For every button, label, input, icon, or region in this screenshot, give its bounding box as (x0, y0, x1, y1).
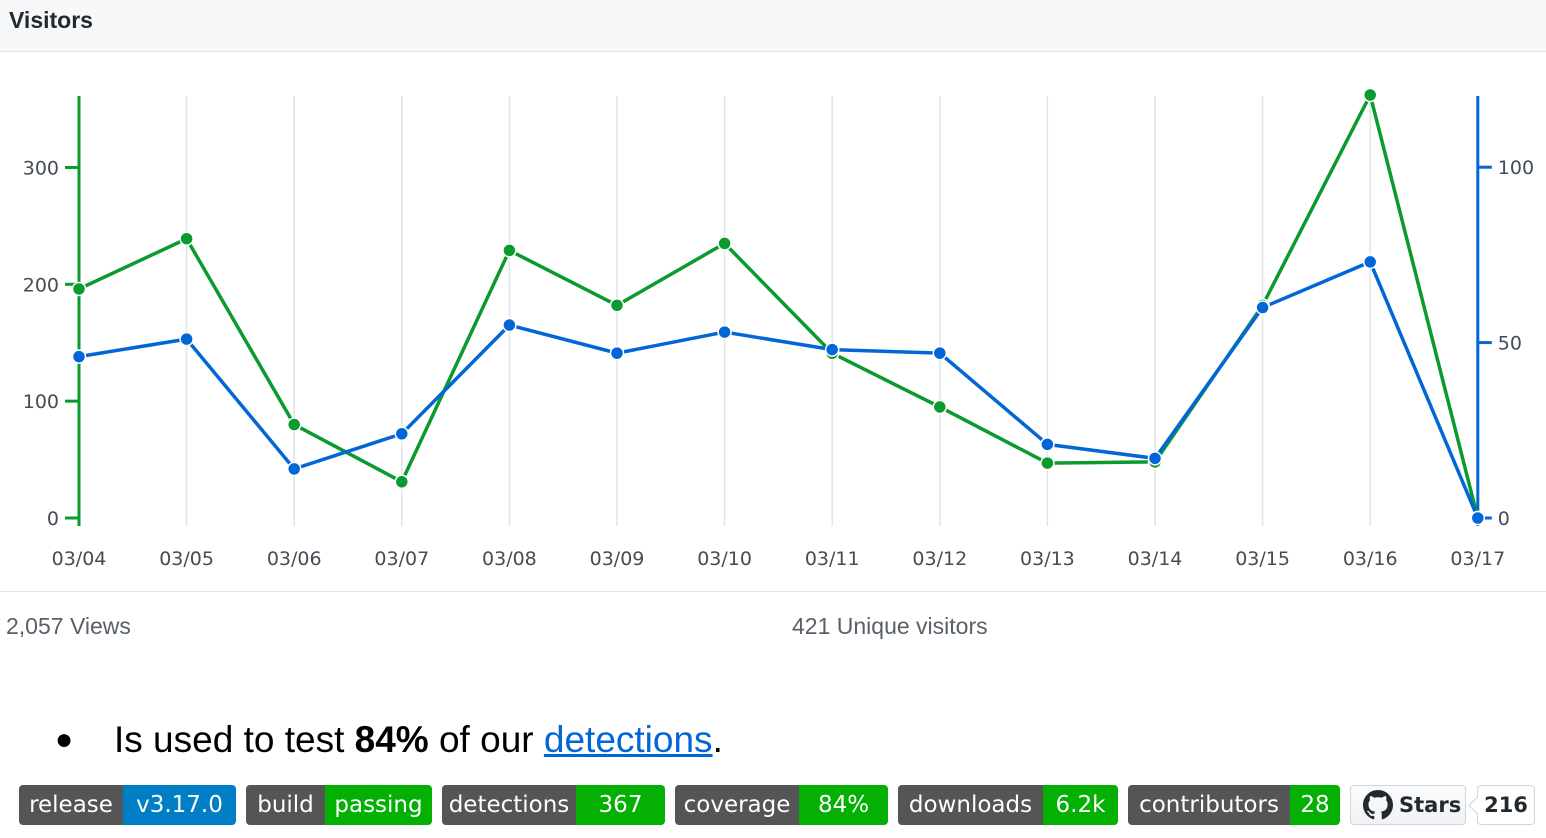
unique-visitors-point (71, 349, 87, 364)
unique-visitors-stat: 421 Unique visitors (792, 613, 988, 639)
x-tick-label: 03/16 (1343, 548, 1398, 570)
badge-value: passing (325, 785, 432, 825)
github-stars-count[interactable]: 216 (1477, 785, 1535, 825)
views-point (286, 417, 302, 432)
badge-label: detections (442, 785, 576, 825)
unique-visitors-point (1147, 451, 1163, 466)
views-point (717, 236, 732, 251)
views-point (1040, 455, 1055, 471)
badge-value: 6.2k (1043, 785, 1118, 825)
bullet-text-post: . (712, 719, 723, 760)
badge-label: coverage (675, 785, 799, 825)
badge-detections[interactable]: detections 367 (442, 785, 665, 825)
right-tick-label: 0 (1498, 508, 1510, 530)
x-tick-label: 03/05 (159, 548, 214, 570)
unique-visitors-point (932, 345, 948, 361)
badge-label: release (19, 785, 123, 825)
badge-contributors[interactable]: contributors 28 (1128, 785, 1340, 825)
github-icon (1363, 790, 1393, 820)
badge-label: downloads (898, 785, 1043, 825)
bullet-text: Is used to test 84% of our detections. (114, 718, 723, 762)
detections-link[interactable]: detections (543, 719, 713, 760)
unique-visitors-point (179, 331, 194, 347)
views-point (1362, 87, 1378, 103)
unique-visitors-point (1040, 437, 1055, 452)
unique-visitors-line (78, 260, 1480, 519)
visitors-chart: 0 100 200 300 0 50 100 03/04 03/05 03/06 03/07 03/0… (23, 87, 1534, 570)
x-tick-label: 03/04 (52, 548, 107, 570)
left-tick-label: 300 (23, 157, 59, 179)
x-tick-label: 03/15 (1235, 548, 1290, 570)
badge-label: contributors (1128, 785, 1290, 825)
badge-coverage[interactable]: coverage 84% (675, 785, 888, 825)
panel-header: Visitors (0, 0, 1546, 52)
bullet-dot-icon: ● (55, 723, 74, 756)
coverage-percent: 84% (354, 719, 429, 760)
left-tick-label: 100 (23, 391, 59, 413)
unique-visitors-point (502, 317, 517, 333)
views-point (502, 243, 517, 258)
badge-release[interactable]: release v3.17.0 (19, 785, 236, 825)
x-tick-label: 03/06 (267, 548, 322, 570)
github-stars-label: Stars (1399, 793, 1462, 817)
unique-visitors-point (717, 324, 732, 340)
right-tick-label: 100 (1498, 157, 1534, 179)
github-stars-button[interactable]: Stars (1350, 785, 1466, 825)
x-tick-label: 03/08 (482, 548, 537, 570)
stats-divider (0, 591, 1546, 592)
badge-build[interactable]: build passing (246, 785, 432, 825)
x-tick-label: 03/07 (374, 548, 429, 570)
unique-visitors-point (1255, 300, 1270, 315)
badge-label: build (246, 785, 325, 825)
x-tick-label: 03/10 (697, 548, 752, 570)
views-stat: 2,057 Views (6, 613, 131, 639)
x-tick-label: 03/11 (805, 548, 860, 570)
badge-downloads[interactable]: downloads 6.2k (898, 785, 1118, 825)
views-point (394, 474, 410, 490)
x-tick-label: 03/09 (590, 548, 645, 570)
unique-visitors-point (1470, 510, 1486, 526)
views-point (932, 399, 948, 415)
unique-visitors-point (394, 426, 410, 442)
badge-value: 28 (1290, 785, 1340, 825)
badge-value: 367 (576, 785, 665, 825)
unique-visitors-point (286, 461, 302, 477)
x-tick-label: 03/12 (912, 548, 967, 570)
badge-value: 84% (799, 785, 888, 825)
panel-title: Visitors (9, 7, 93, 33)
unique-visitors-point (1362, 254, 1378, 270)
right-tick-label: 50 (1498, 333, 1522, 355)
x-tick-label: 03/14 (1128, 548, 1183, 570)
left-tick-label: 0 (47, 508, 59, 530)
views-point (609, 298, 625, 313)
views-point (179, 231, 194, 246)
x-tick-label: 03/17 (1450, 548, 1505, 570)
unique-visitors-point (609, 345, 625, 361)
bullet-text-pre: Is used to test (114, 719, 355, 760)
bullet-text-mid: of our (428, 719, 544, 760)
badge-value: v3.17.0 (123, 785, 236, 825)
x-tick-label: 03/13 (1020, 548, 1075, 570)
left-tick-label: 200 (23, 274, 59, 296)
unique-visitors-point (824, 342, 840, 357)
views-point (71, 281, 87, 297)
